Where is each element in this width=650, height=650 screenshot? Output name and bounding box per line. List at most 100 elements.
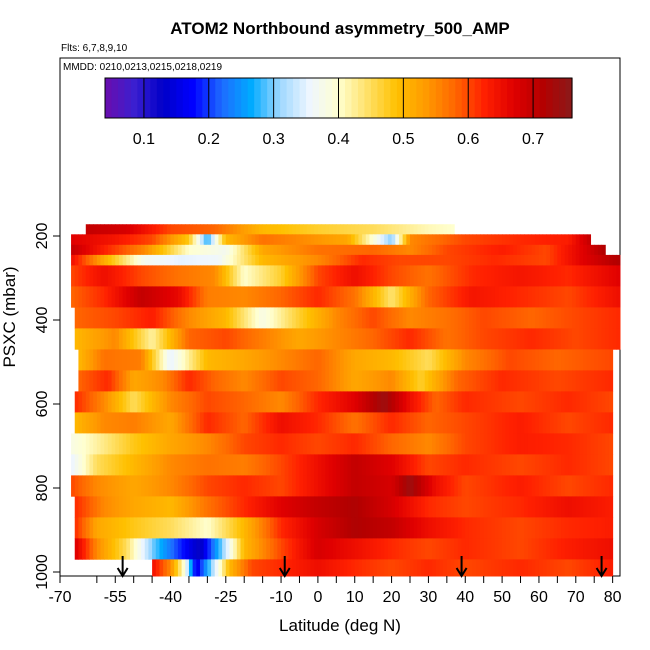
heatmap-cell	[306, 454, 312, 476]
heatmap-cell	[96, 328, 102, 350]
heatmap-cell	[118, 454, 124, 476]
heatmap-cell	[583, 328, 588, 350]
heatmap-cell	[89, 224, 94, 235]
heatmap-cell	[89, 475, 94, 497]
heatmap-cell	[229, 454, 234, 476]
heatmap-cell	[281, 224, 286, 235]
colorbar-cell	[325, 78, 333, 118]
heatmap-cell	[82, 234, 87, 246]
heatmap-cell	[200, 244, 205, 256]
flights-label: Flts: 6,7,8,9,10	[61, 43, 128, 54]
heatmap-cell	[163, 517, 168, 539]
heatmap-cell	[417, 496, 422, 518]
heatmap-cell	[284, 265, 289, 287]
x-tick-label: 0	[313, 589, 322, 606]
heatmap-cell	[177, 328, 183, 350]
heatmap-cell	[174, 286, 179, 308]
heatmap-cell	[406, 517, 411, 539]
heatmap-cell	[218, 412, 223, 434]
heatmap-cell	[358, 517, 363, 539]
colorbar-tick-label: 0.4	[327, 131, 349, 148]
heatmap-cell	[118, 517, 124, 539]
heatmap-cell	[476, 475, 481, 497]
colorbar-cell	[526, 78, 534, 118]
heatmap-cell	[351, 517, 356, 539]
heatmap-cell	[347, 496, 352, 518]
heatmap-cell	[358, 307, 363, 329]
heatmap-cell	[218, 254, 223, 266]
heatmap-cell	[362, 538, 367, 560]
heatmap-cell	[155, 307, 160, 329]
heatmap-cell	[78, 370, 83, 392]
heatmap-cell	[483, 244, 488, 256]
heatmap-cell	[292, 234, 297, 246]
heatmap-cell	[174, 496, 179, 518]
heatmap-cell	[185, 244, 190, 256]
heatmap-cell	[376, 454, 382, 476]
heatmap-cell	[443, 538, 448, 560]
heatmap-cell	[207, 265, 212, 287]
heatmap-cell	[284, 517, 289, 539]
heatmap-cell	[476, 234, 481, 246]
heatmap-cell	[586, 265, 592, 287]
heatmap-cell	[391, 433, 396, 455]
heatmap-cell	[354, 391, 359, 413]
heatmap-cell	[365, 433, 370, 455]
heatmap-cell	[126, 454, 131, 476]
heatmap-cell	[446, 433, 452, 455]
heatmap-cell	[100, 391, 105, 413]
heatmap-cell	[336, 370, 341, 392]
heatmap-cell	[148, 224, 153, 235]
heatmap-cell	[513, 412, 518, 434]
heatmap-cell	[358, 328, 363, 350]
heatmap-cell	[461, 412, 466, 434]
heatmap-cell	[284, 254, 289, 266]
heatmap-cell	[177, 224, 183, 235]
heatmap-cell	[347, 433, 352, 455]
heatmap-cell	[535, 286, 540, 308]
heatmap-cell	[561, 286, 566, 308]
heatmap-cell	[251, 370, 256, 392]
heatmap-cell	[152, 538, 157, 560]
heatmap-cell	[594, 475, 599, 497]
heatmap-cell	[428, 559, 433, 577]
heatmap-cell	[524, 265, 529, 287]
heatmap-cell	[343, 496, 348, 518]
colorbar-cell	[455, 78, 463, 118]
heatmap-cell	[137, 475, 142, 497]
heatmap-cell	[398, 517, 404, 539]
heatmap-cell	[262, 224, 267, 235]
heatmap-cell	[255, 234, 260, 246]
heatmap-cell	[498, 559, 503, 577]
heatmap-cell	[369, 454, 374, 476]
heatmap-cell	[376, 433, 382, 455]
heatmap-cell	[148, 412, 153, 434]
heatmap-cell	[251, 265, 256, 287]
heatmap-cell	[487, 412, 492, 434]
heatmap-cell	[85, 433, 90, 455]
heatmap-cell	[454, 517, 459, 539]
heatmap-cell	[166, 307, 172, 329]
heatmap-cell	[564, 307, 569, 329]
heatmap-cell	[85, 254, 90, 266]
heatmap-cell	[71, 265, 76, 287]
heatmap-cell	[85, 307, 90, 329]
heatmap-row	[71, 475, 614, 497]
heatmap-cell	[321, 349, 326, 371]
heatmap-cell	[332, 254, 337, 266]
heatmap-cell	[317, 433, 323, 455]
heatmap-cell	[439, 234, 444, 246]
heatmap-cell	[192, 307, 197, 329]
heatmap-cell	[266, 517, 271, 539]
heatmap-cell	[365, 349, 370, 371]
heatmap-cell	[152, 391, 157, 413]
heatmap-cell	[130, 391, 135, 413]
heatmap-cell	[502, 433, 507, 455]
heatmap-cell	[292, 349, 297, 371]
heatmap-cell	[605, 328, 610, 350]
heatmap-cell	[115, 286, 120, 308]
heatmap-cell	[491, 244, 496, 256]
heatmap-cell	[258, 224, 264, 235]
heatmap-cell	[450, 454, 455, 476]
heatmap-cell	[494, 254, 499, 266]
